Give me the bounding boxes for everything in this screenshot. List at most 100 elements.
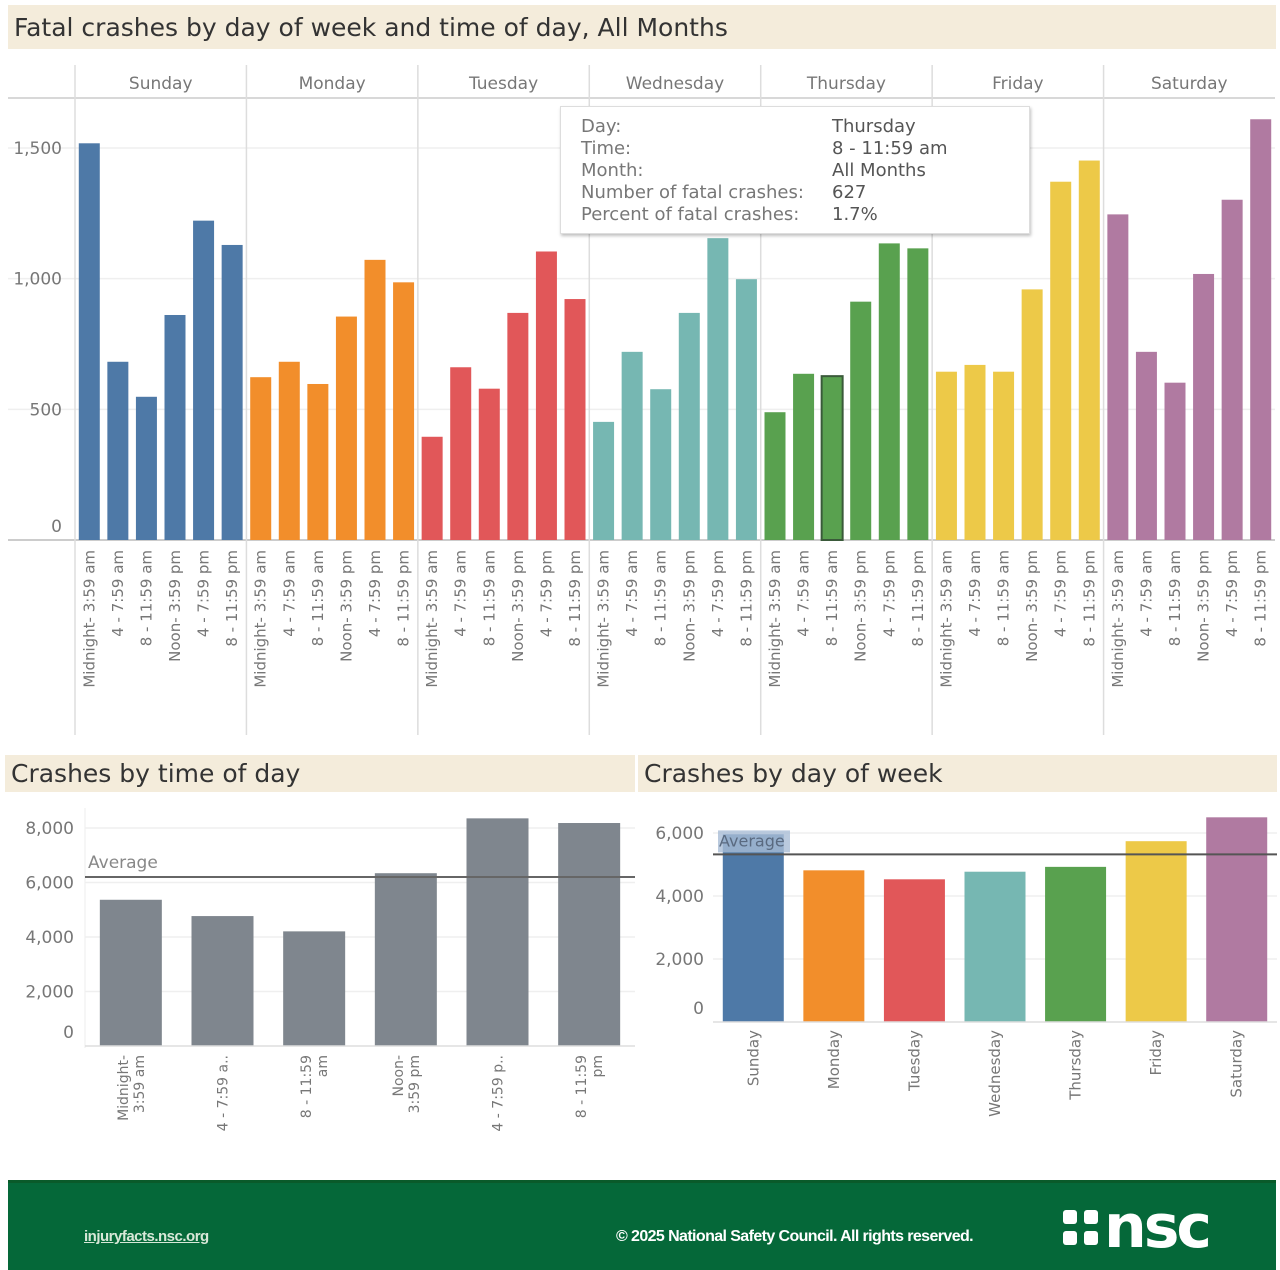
bar-tuesday-5: [564, 299, 586, 540]
bar-sunday-5: [221, 244, 243, 541]
bar-saturday-2: [1164, 382, 1186, 540]
day-axis-label: Saturday: [1228, 1030, 1246, 1098]
time-axis-label: 8 - 11:59 am: [1166, 550, 1184, 646]
bar-thursday-0: [764, 412, 786, 540]
tooltip-value: 1.7%: [832, 203, 878, 225]
time-axis-label: 4 - 7:59 pm: [537, 550, 555, 637]
day-header-friday: Friday: [992, 74, 1044, 94]
time-axis-label: Noon- 3:59 pm: [680, 550, 698, 662]
time-axis-label: 8 - 11:59 am: [823, 550, 841, 646]
time-axis-label: Noon- 3:59 pm: [166, 550, 184, 662]
time-axis-label: 4 - 7:59 am: [966, 550, 984, 637]
day-header-tuesday: Tuesday: [468, 74, 538, 94]
time-axis-label: Midnight- 3:59 am: [252, 550, 270, 688]
bar-friday-5: [1078, 160, 1100, 540]
time-axis-label: Midnight- 3:59 am: [766, 550, 784, 688]
bar-saturday-3: [1193, 273, 1215, 540]
y-tick-label: 4,000: [655, 887, 704, 907]
time-axis-label: Midnight-: [116, 1055, 132, 1121]
bar-thursday-4: [878, 243, 900, 541]
tooltip-value: All Months: [832, 159, 926, 181]
tooltip-row-day: Day: Thursday: [581, 115, 1029, 137]
time-axis-label: 8 - 11:59 am: [137, 550, 155, 646]
time-axis-label: 8 - 11:59 am: [309, 550, 327, 646]
tooltip-value: 627: [832, 181, 867, 203]
time-axis-label: Midnight- 3:59 am: [1109, 550, 1127, 688]
time-axis-label: 8 - 11:59 pm: [1080, 550, 1098, 647]
bar-saturday-4: [1221, 199, 1243, 540]
time-axis-label: 8 - 11:59 pm: [909, 550, 927, 647]
tooltip-value: Thursday: [832, 115, 916, 137]
bar-sunday-4: [193, 220, 215, 540]
y-tick-label: 0: [63, 1023, 74, 1043]
tooltip-row-time: Time: 8 - 11:59 am: [581, 137, 1029, 159]
y-tick-label: 8,000: [25, 819, 74, 839]
y-tick-label: 2,000: [25, 983, 74, 1003]
time-axis-label: 8 - 11:59: [299, 1055, 315, 1118]
time-axis-label: 4 - 7:59 pm: [1223, 550, 1241, 637]
time-axis-label: Noon- 3:59 pm: [1023, 550, 1041, 662]
time-axis-label: Noon- 3:59 pm: [337, 550, 355, 662]
bar-time-2: [283, 931, 346, 1046]
time-axis-label: Midnight- 3:59 am: [937, 550, 955, 688]
time-of-day-title: Crashes by time of day: [5, 755, 635, 792]
bar-tuesday-2: [478, 388, 500, 540]
bar-tuesday-1: [450, 367, 472, 540]
bar-saturday-1: [1135, 351, 1157, 540]
time-axis-label: 4 - 7:59 pm: [1052, 550, 1070, 637]
time-axis-label: 4 - 7:59 am: [1137, 550, 1155, 637]
time-axis-label: 8 - 11:59 pm: [395, 550, 413, 647]
tooltip-row-month: Month: All Months: [581, 159, 1029, 181]
time-axis-label: 4 - 7:59 am: [109, 550, 127, 637]
copyright-text: © 2025 National Safety Council. All righ…: [616, 1228, 974, 1245]
time-axis-label: Noon- 3:59 pm: [852, 550, 870, 662]
day-axis-label: Wednesday: [986, 1030, 1004, 1117]
footer: injuryfacts.nsc.org © 2025 National Safe…: [8, 1180, 1276, 1270]
y-tick-label: 4,000: [25, 928, 74, 948]
bar-friday-4: [1050, 181, 1072, 540]
day-of-week-title: Crashes by day of week: [638, 755, 1277, 792]
day-axis-label: Sunday: [744, 1030, 762, 1086]
bar-monday: [803, 870, 865, 1022]
tooltip-row-count: Number of fatal crashes: 627: [581, 181, 1029, 203]
bar-sunday-3: [164, 314, 186, 540]
day-header-monday: Monday: [299, 74, 366, 94]
time-axis-label: am: [315, 1055, 331, 1077]
time-axis-label: 8 - 11:59: [574, 1055, 590, 1118]
bar-time-3: [374, 873, 437, 1046]
day-axis-label: Thursday: [1067, 1030, 1085, 1101]
y-tick-label: 0: [51, 517, 62, 537]
day-axis-label: Friday: [1147, 1030, 1165, 1076]
time-axis-label: Noon-: [391, 1055, 407, 1097]
bar-thursday-5: [907, 248, 929, 541]
bar-sunday-1: [107, 361, 129, 540]
time-axis-label: 4 - 7:59 a..: [216, 1055, 232, 1131]
bar-friday: [1125, 841, 1187, 1022]
time-axis-label: Noon- 3:59 pm: [1195, 550, 1213, 662]
bar-monday-5: [393, 282, 415, 540]
bar-friday-2: [993, 371, 1015, 540]
bar-time-5: [558, 823, 621, 1046]
time-axis-label: 4 - 7:59 pm: [195, 550, 213, 637]
bar-monday-1: [278, 361, 300, 540]
day-header-saturday: Saturday: [1151, 74, 1228, 94]
y-tick-label: 0: [693, 999, 704, 1019]
time-axis-label: Midnight- 3:59 am: [80, 550, 98, 688]
time-axis-label: 4 - 7:59 am: [795, 550, 813, 637]
bar-saturday: [1206, 817, 1268, 1022]
day-axis-label: Monday: [825, 1030, 843, 1089]
nsc-logo-dots-icon: [1063, 1209, 1098, 1245]
bar-tuesday-3: [507, 312, 529, 540]
time-axis-label: 3:59 am: [132, 1055, 148, 1113]
bar-wednesday-1: [621, 351, 643, 540]
bar-wednesday-5: [735, 279, 757, 540]
time-axis-label: 4 - 7:59 pm: [366, 550, 384, 637]
bar-thursday-1: [793, 373, 815, 540]
tooltip-key: Number of fatal crashes:: [581, 181, 804, 203]
injuryfacts-link[interactable]: injuryfacts.nsc.org: [84, 1228, 209, 1245]
main-title: Fatal crashes by day of week and time of…: [8, 5, 1276, 49]
average-label-bg: [718, 830, 790, 853]
y-tick-label: 500: [30, 400, 62, 420]
bar-time-0: [99, 899, 162, 1046]
charts-canvas: 0 500 1,000 1,500 Sunday Midnight- 3:59 am 4 -…: [8, 65, 1277, 1132]
